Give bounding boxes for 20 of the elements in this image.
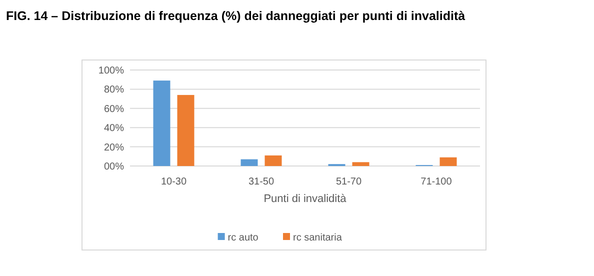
y-tick-label: 60% — [104, 104, 124, 115]
x-axis-title: Punti di invalidità — [264, 193, 348, 205]
y-tick-label: 40% — [104, 123, 124, 134]
x-tick-label: 10-30 — [160, 176, 187, 188]
bar — [153, 80, 170, 166]
bar — [240, 159, 258, 166]
legend-label: rc sanitaria — [293, 232, 342, 244]
y-tick-label: 100% — [98, 66, 124, 76]
bar — [440, 157, 457, 166]
y-tick-label: 20% — [104, 142, 124, 154]
x-tick-label: 51-70 — [336, 176, 362, 188]
y-tick-label: 00% — [104, 162, 124, 172]
x-tick-label: 71-100 — [420, 176, 452, 188]
y-tick-label: 80% — [104, 84, 124, 96]
chart-title: FIG. 14 – Distribuzione di frequenza (%) dei danneggiati per punti di invalidità — [6, 9, 466, 23]
x-tick-label: 31-50 — [248, 176, 274, 188]
bar — [264, 155, 282, 166]
bar — [352, 162, 370, 166]
bar — [177, 94, 194, 166]
legend-label: rc auto — [228, 232, 259, 244]
